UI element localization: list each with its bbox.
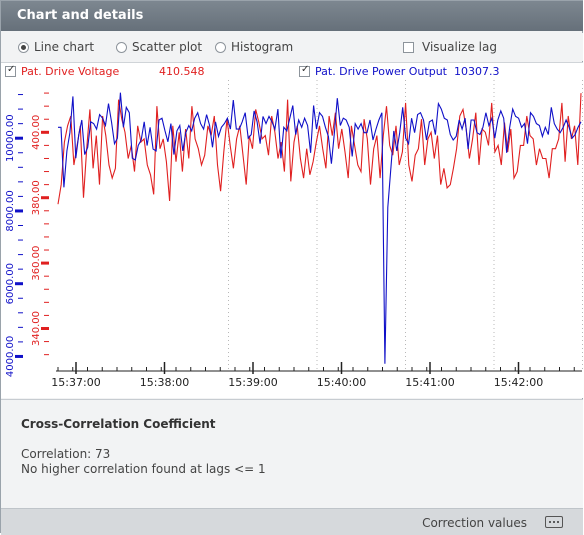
series1-value: 410.548 [159, 65, 205, 78]
y-red-tick-label: 340.00 [31, 311, 42, 346]
panel-title: Chart and details [1, 1, 583, 31]
x-tick-label: 15:38:00 [140, 376, 189, 389]
details-section: Cross-Correlation Coefficient Correlatio… [1, 399, 583, 508]
x-tick-label: 15:39:00 [228, 376, 277, 389]
lag-note: No higher correlation found at lags <= 1 [21, 462, 266, 476]
line-chart-radio[interactable]: Line chart [18, 40, 94, 54]
series2-name: Pat. Drive Power Output [315, 65, 447, 78]
scatter-plot-radio[interactable]: Scatter plot [116, 40, 202, 54]
checkbox-checked-icon [5, 64, 16, 77]
correlation-value: Correlation: 73 [21, 447, 111, 461]
chart-type-options: Line chart Scatter plot Histogram Visual… [1, 33, 583, 61]
visualize-lag-checkbox[interactable]: Visualize lag [403, 40, 497, 54]
checkbox-checked-icon [299, 64, 310, 77]
footer-bar: Correction values [1, 508, 583, 535]
radio-unselected-icon [116, 41, 127, 53]
y-blue-tick-label: 10000.00 [5, 114, 16, 162]
more-options-icon[interactable] [545, 516, 563, 528]
series-line-red [57, 93, 582, 205]
visualize-lag-label: Visualize lag [422, 40, 497, 54]
line-chart[interactable]: 15:37:00 15:38:00 15:39:00 15:40:00 15:41:00… [1, 80, 583, 398]
series2-toggle[interactable]: Pat. Drive Power Output [299, 64, 447, 78]
y-blue-tick-label: 6000.00 [5, 263, 16, 304]
series1-name: Pat. Drive Voltage [21, 65, 120, 78]
y-blue-tick-label: 8000.00 [5, 190, 16, 231]
x-tick-label: 15:42:00 [494, 376, 543, 389]
y-red-tick-label: 380.00 [31, 180, 42, 215]
histogram-label: Histogram [231, 40, 294, 54]
checkbox-unchecked-icon [403, 41, 414, 53]
series2-value: 10307.3 [454, 65, 500, 78]
x-tick-label: 15:41:00 [405, 376, 454, 389]
line-chart-label: Line chart [34, 40, 95, 54]
series1-toggle[interactable]: Pat. Drive Voltage [5, 64, 120, 78]
line-chart-svg: 15:37:00 15:38:00 15:39:00 15:40:00 15:41:00… [5, 80, 583, 389]
radio-unselected-icon [215, 41, 226, 53]
x-tick-label: 15:40:00 [317, 376, 366, 389]
y-red-tick-label: 360.00 [31, 246, 42, 281]
y-red-tick-label: 400.00 [31, 115, 42, 150]
details-heading: Cross-Correlation Coefficient [21, 417, 216, 431]
scatter-plot-label: Scatter plot [132, 40, 203, 54]
x-tick-label: 15:37:00 [51, 376, 100, 389]
y-blue-tick-label: 4000.00 [5, 336, 16, 377]
series-line-blue [58, 92, 582, 364]
correction-values-label: Correction values [422, 516, 527, 530]
series-legend: Pat. Drive Voltage 410.548 Pat. Drive Po… [1, 62, 583, 81]
histogram-radio[interactable]: Histogram [215, 40, 293, 54]
radio-selected-icon [18, 41, 29, 53]
